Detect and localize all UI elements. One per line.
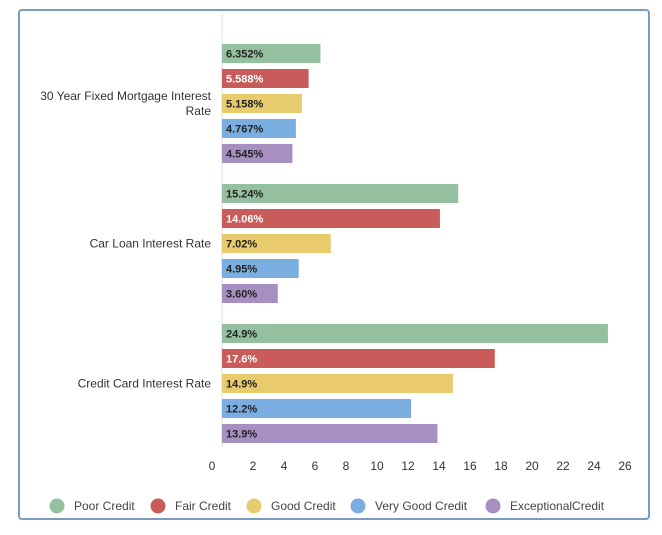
bar-value-label: 5.588% xyxy=(226,74,264,86)
bar-value-label: 14.06% xyxy=(226,214,264,226)
category-label: Car Loan Interest Rate xyxy=(90,237,212,251)
legend-item[interactable]: Very Good Credit xyxy=(350,498,468,514)
bar-value-label: 24.9% xyxy=(226,329,257,341)
bar-value-label: 4.767% xyxy=(226,124,264,136)
bar-value-label: 6.352% xyxy=(226,49,264,61)
legend-label: Poor Credit xyxy=(74,499,135,513)
legend-swatch xyxy=(49,498,65,514)
bar-value-label: 15.24% xyxy=(226,189,264,201)
x-tick-label: 10 xyxy=(370,459,384,473)
legend-item[interactable]: Fair Credit xyxy=(150,498,232,514)
x-tick-label: 22 xyxy=(556,459,570,473)
bar[interactable] xyxy=(222,349,495,368)
bar[interactable] xyxy=(222,284,278,303)
bar[interactable] xyxy=(222,424,438,443)
x-tick-label: 6 xyxy=(312,459,319,473)
x-tick-label: 0 xyxy=(209,459,216,473)
x-tick-label: 18 xyxy=(494,459,508,473)
bar[interactable] xyxy=(222,374,453,393)
bar-value-label: 4.95% xyxy=(226,264,257,276)
x-tick-label: 20 xyxy=(525,459,539,473)
x-tick-label: 14 xyxy=(432,459,446,473)
legend-item[interactable]: Good Credit xyxy=(246,498,337,514)
legend-label: Good Credit xyxy=(271,499,336,513)
bar[interactable] xyxy=(222,234,331,253)
x-tick-label: 26 xyxy=(618,459,632,473)
x-tick-label: 12 xyxy=(401,459,415,473)
bar[interactable] xyxy=(222,144,293,163)
bar[interactable] xyxy=(222,259,299,278)
x-tick-label: 8 xyxy=(343,459,350,473)
x-tick-label: 24 xyxy=(587,459,601,473)
legend-swatch xyxy=(485,498,501,514)
bar-value-label: 7.02% xyxy=(226,239,257,251)
bar[interactable] xyxy=(222,184,459,203)
legend-label: Fair Credit xyxy=(175,499,232,513)
category-label: Rate xyxy=(186,104,212,118)
x-axis-ticks: 0 2 4 6 8 10 12 14 16 18 20 22 24 26 xyxy=(209,459,632,473)
category-label: 30 Year Fixed Mortgage Interest xyxy=(40,89,211,103)
legend-item[interactable]: Poor Credit xyxy=(49,498,136,514)
legend-swatch xyxy=(150,498,166,514)
bar[interactable] xyxy=(222,69,309,88)
bar[interactable] xyxy=(222,94,302,113)
bars-group: 6.352% 5.588% 5.158% 4.767% 4.545% 15.24% 14.0… xyxy=(221,14,608,447)
legend-label: ExceptionalCredit xyxy=(510,499,605,513)
legend-item[interactable]: ExceptionalCredit xyxy=(485,498,605,514)
bar-value-label: 13.9% xyxy=(226,429,257,441)
bar-value-label: 5.158% xyxy=(226,99,264,111)
x-tick-label: 16 xyxy=(463,459,477,473)
bar-value-label: 4.545% xyxy=(226,149,264,161)
category-label: Credit Card Interest Rate xyxy=(78,377,212,391)
bar[interactable] xyxy=(222,119,296,138)
legend: Poor Credit Fair Credit Good Credit Very Go… xyxy=(49,498,605,514)
bar-value-label: 3.60% xyxy=(226,289,257,301)
bar[interactable] xyxy=(222,44,321,63)
legend-swatch xyxy=(350,498,366,514)
x-tick-label: 2 xyxy=(250,459,257,473)
bar[interactable] xyxy=(222,324,608,343)
bar[interactable] xyxy=(222,399,412,418)
legend-swatch xyxy=(246,498,262,514)
bar-value-label: 17.6% xyxy=(226,354,257,366)
x-tick-label: 4 xyxy=(281,459,288,473)
bar-value-label: 14.9% xyxy=(226,379,257,391)
bar-value-label: 12.2% xyxy=(226,404,257,416)
bar[interactable] xyxy=(222,209,440,228)
legend-label: Very Good Credit xyxy=(375,499,468,513)
